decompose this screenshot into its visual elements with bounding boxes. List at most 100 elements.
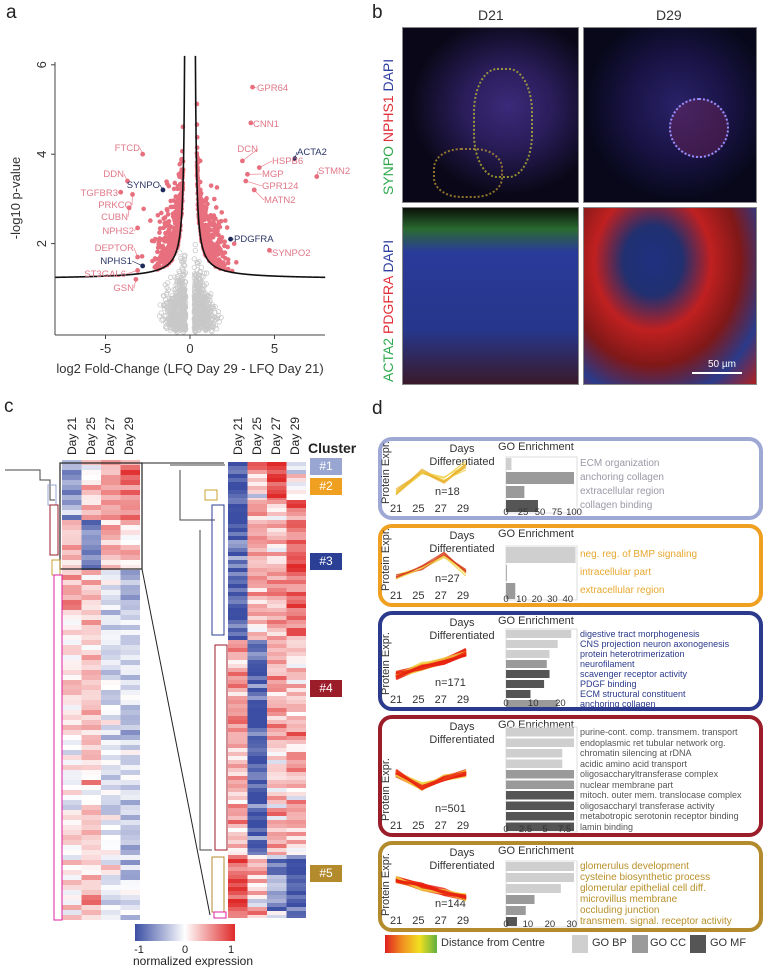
sig-point xyxy=(211,242,217,248)
nonsig-point xyxy=(168,274,174,280)
heatmap-cell xyxy=(267,828,287,832)
heatmap-cell xyxy=(101,505,121,510)
gene-label: NPHS2 xyxy=(102,226,134,237)
heatmap-cell xyxy=(267,820,287,824)
heatmap-cell xyxy=(286,700,306,704)
heatmap-cell xyxy=(101,830,121,835)
heatmap-cell xyxy=(247,844,267,848)
heatmap-cell xyxy=(101,810,121,815)
heatmap-cell xyxy=(101,500,121,505)
heatmap-cell xyxy=(62,655,82,660)
gene-point-ftcd xyxy=(140,151,146,157)
heatmap-cell xyxy=(267,911,287,915)
heatmap-cell xyxy=(120,535,140,540)
heatmap-cell xyxy=(81,565,101,570)
go-axis-tick: 5 xyxy=(542,824,547,833)
heatmap-cell xyxy=(247,852,267,855)
heatmap-cell xyxy=(120,465,140,470)
heatmap-cell xyxy=(81,655,101,660)
sig-point xyxy=(213,205,219,210)
heatmap-cell xyxy=(120,640,140,645)
heatmap-cell xyxy=(247,676,267,680)
heatmap-cell xyxy=(228,688,248,692)
heatmap-cell xyxy=(62,830,82,835)
heatmap-cell xyxy=(62,525,82,530)
heatmap-cell xyxy=(81,545,101,550)
sig-point xyxy=(172,239,178,245)
sig-point xyxy=(169,235,175,241)
go-axis-tick: 20 xyxy=(545,919,556,928)
heatmap-cell xyxy=(286,656,306,660)
heatmap-cell xyxy=(62,565,82,570)
sig-point xyxy=(159,237,165,242)
heatmap-cell xyxy=(247,660,267,664)
nonsig-point xyxy=(193,307,200,314)
heatmap-cell xyxy=(62,495,82,500)
nonsig-point xyxy=(165,287,172,293)
heatmap-cell xyxy=(247,716,267,720)
expression-profile-line xyxy=(395,460,467,495)
heatmap-cell xyxy=(62,850,82,855)
heatmap-cell xyxy=(228,792,248,796)
heatmap-cell xyxy=(247,580,267,584)
heatmap-cell xyxy=(228,628,248,632)
heatmap-cell xyxy=(81,910,101,915)
heatmap-cell xyxy=(286,828,306,832)
heatmap-cell xyxy=(62,630,82,635)
sig-point xyxy=(204,196,209,201)
heatmap-cell xyxy=(267,516,287,520)
heatmap-cell xyxy=(62,870,82,875)
heatmap-cell xyxy=(247,600,267,604)
heatmap-cell xyxy=(228,720,248,724)
heatmap-cell xyxy=(228,784,248,788)
heatmap-cell xyxy=(267,572,287,576)
y-tick-label: 6 xyxy=(34,61,49,68)
days-label: Days xyxy=(449,530,475,542)
gene-leader-line xyxy=(242,148,259,162)
go-axis-tick: 0 xyxy=(503,507,508,516)
heatmap-cell xyxy=(120,570,140,575)
heatmap-cell xyxy=(286,466,306,470)
heatmap-cell xyxy=(286,478,306,482)
heatmap-cell xyxy=(247,867,267,871)
heatmap-cell xyxy=(247,500,267,504)
heatmap-cell xyxy=(247,478,267,482)
heatmap-cell xyxy=(267,903,287,907)
heatmap-cell xyxy=(81,500,101,505)
heatmap-cell xyxy=(267,524,287,528)
column-label-left: Day 27 xyxy=(103,417,117,455)
gene-leader-line xyxy=(127,207,130,218)
heatmap-cell xyxy=(267,564,287,568)
heatmap-cell xyxy=(228,556,248,560)
heatmap-cell xyxy=(62,775,82,780)
nonsig-point xyxy=(180,309,186,315)
heatmap-cell xyxy=(81,685,101,690)
heatmap-cell xyxy=(120,715,140,720)
dendrogram-branch xyxy=(213,911,227,919)
heatmap-cell xyxy=(120,885,140,890)
heatmap-cell xyxy=(120,475,140,480)
heatmap-cell xyxy=(101,900,121,905)
heatmap-cell xyxy=(120,540,140,545)
dendrogram-branch xyxy=(211,504,225,636)
heatmap-cell xyxy=(228,504,248,508)
cluster-badge-1: #1 xyxy=(310,458,342,475)
heatmap-cell xyxy=(267,863,287,867)
heatmap-cell xyxy=(101,850,121,855)
heatmap-cell xyxy=(62,510,82,515)
heatmap-cell xyxy=(267,668,287,672)
heatmap-cell xyxy=(247,700,267,704)
heatmap-cell xyxy=(101,515,121,520)
heatmap-cell xyxy=(101,590,121,595)
heatmap-cell xyxy=(228,668,248,672)
heatmap-cell xyxy=(247,792,267,796)
sig-point xyxy=(216,222,222,227)
heatmap-cell xyxy=(120,700,140,705)
sig-point xyxy=(206,238,211,243)
sig-point xyxy=(159,210,164,216)
nonsig-point xyxy=(202,326,208,332)
heatmap-cell xyxy=(286,532,306,536)
heatmap-cell xyxy=(228,624,248,628)
heatmap-cell xyxy=(81,670,101,675)
heatmap-cell xyxy=(228,832,248,836)
